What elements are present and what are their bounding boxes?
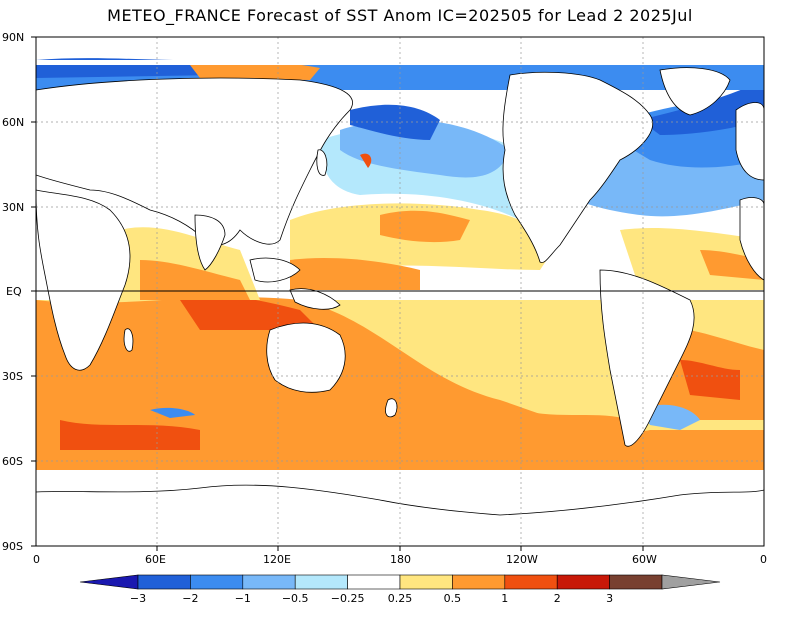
lon-axis: 0 60E 120E 180 120W 60W 0: [33, 546, 767, 566]
australia: [266, 322, 346, 393]
colorbar-segment: [190, 574, 244, 590]
colorbar-segment: [242, 574, 296, 590]
india: [194, 214, 226, 271]
lon-tick-60w: 60W: [632, 553, 657, 566]
lat-tick-30n: 30N: [2, 201, 24, 214]
colorbar-label: −1: [235, 592, 251, 605]
lat-tick-60n: 60N: [2, 116, 24, 129]
lat-tick-90s: 90S: [2, 540, 23, 553]
colorbar-label: 2: [554, 592, 561, 605]
colorbar-label: −2: [182, 592, 198, 605]
colorbar-segment: [452, 574, 506, 590]
colorbar-label: −0.5: [282, 592, 309, 605]
lat-tick-30s: 30S: [2, 370, 23, 383]
colorbar-arrow-high: [661, 574, 721, 590]
antarctica: [36, 484, 764, 546]
colorbar-label: 0.25: [388, 592, 413, 605]
map-title: METEO_FRANCE Forecast of SST Anom IC=202…: [107, 6, 693, 25]
lat-axis: 90N 60N 30N EQ 30S 60S 90S: [2, 31, 36, 553]
colorbar-label: −3: [130, 592, 146, 605]
colorbar-segment: [347, 574, 401, 590]
lon-tick-180: 180: [390, 553, 411, 566]
africa: [36, 189, 131, 371]
colorbar-segment: [556, 574, 610, 590]
africa-west: [739, 197, 764, 281]
colorbar-segment: [294, 574, 348, 590]
colorbar-segment: [399, 574, 453, 590]
lon-tick-60e: 60E: [145, 553, 166, 566]
colorbar-segment: [504, 574, 558, 590]
lon-tick-0-right: 0: [760, 553, 767, 566]
colorbar-label: 3: [606, 592, 613, 605]
lon-tick-0: 0: [33, 553, 40, 566]
colorbar-segment: [609, 574, 663, 590]
lat-tick-90n: 90N: [2, 31, 24, 44]
graticule: [36, 37, 764, 546]
lon-tick-120e: 120E: [263, 553, 291, 566]
colorbar-segment: [137, 574, 191, 590]
eurasia: [36, 77, 353, 246]
north-america: [502, 71, 653, 263]
lon-tick-120w: 120W: [506, 553, 538, 566]
colorbar-label: 1: [501, 592, 508, 605]
lat-tick-eq: EQ: [6, 285, 22, 298]
south-america: [599, 269, 695, 447]
greenland: [659, 67, 731, 116]
colorbar: −3 −2 −1 −0.5 −0.25 0.25 0.5 1 2 3: [79, 574, 721, 605]
colorbar-arrow-low: [79, 574, 139, 590]
colorbar-label: −0.25: [331, 592, 365, 605]
lat-tick-60s: 60S: [2, 455, 23, 468]
colorbar-label: 0.5: [444, 592, 462, 605]
